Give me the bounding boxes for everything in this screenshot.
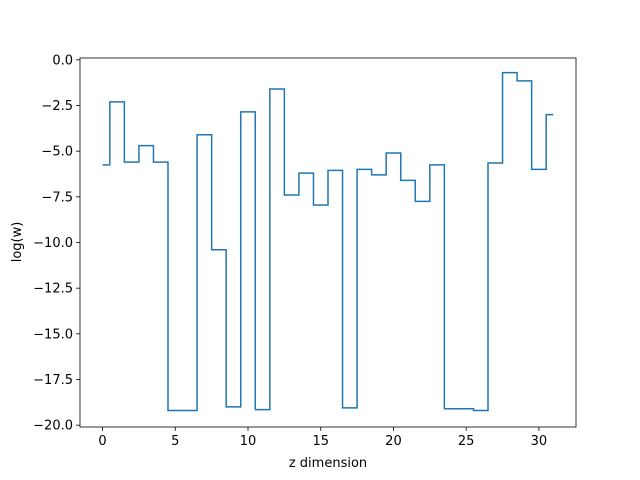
axes-frame <box>79 57 577 428</box>
x-tick-label: 10 <box>240 434 257 449</box>
y-tick-label: −7.5 <box>41 190 73 205</box>
x-axis-label: z dimension <box>289 456 367 471</box>
y-tick-label: −10.0 <box>33 236 73 251</box>
x-tick-label: 0 <box>98 434 106 449</box>
y-tick-label: −15.0 <box>33 327 73 342</box>
y-tick-label: −17.5 <box>33 373 73 388</box>
x-axis-ticks: 0 5 10 15 20 25 30 <box>98 427 547 449</box>
y-axis-label: log(w) <box>10 222 25 263</box>
y-tick-label: −20.0 <box>33 419 73 434</box>
y-axis-ticks: 0.0 −2.5 −5.0 −7.5 −10.0 −12.5 −15.0 −17.5 −20.0 <box>33 53 80 434</box>
y-tick-label: −2.5 <box>41 99 73 114</box>
y-tick-label: 0.0 <box>52 53 73 68</box>
x-tick-label: 5 <box>171 434 179 449</box>
y-tick-label: −5.0 <box>41 145 73 160</box>
x-tick-label: 15 <box>312 434 329 449</box>
plot-area <box>79 57 577 428</box>
y-tick-label: −12.5 <box>33 282 73 297</box>
series-line <box>102 71 554 412</box>
x-tick-label: 30 <box>531 434 548 449</box>
x-tick-label: 25 <box>458 434 475 449</box>
x-tick-label: 20 <box>385 434 402 449</box>
